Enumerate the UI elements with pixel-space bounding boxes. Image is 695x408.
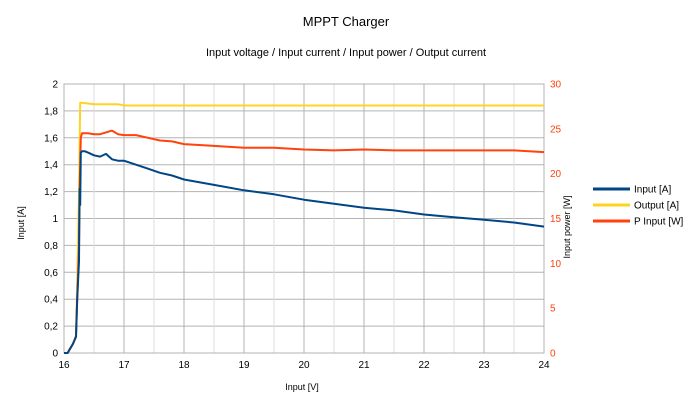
y-right-tick-label: 0 [550, 349, 556, 360]
x-tick-label: 19 [238, 360, 250, 371]
x-tick-label: 22 [418, 360, 430, 371]
legend-label-2: P Input [W] [634, 217, 684, 228]
x-tick-label: 24 [538, 360, 550, 371]
x-tick-label: 20 [298, 360, 310, 371]
y-left-tick-label: 0,6 [44, 268, 58, 279]
y-right-tick-label: 15 [550, 214, 562, 225]
y-left-tick-label: 0,4 [44, 295, 58, 306]
legend: Input [A] Output [A] P Input [W] [593, 185, 684, 228]
axis-ticks: 0 0,2 0,4 0,6 0,8 1 1,2 1,4 1,6 1,8 2 16 17 18 19 20 21 2… [44, 80, 561, 372]
plot-area [63, 83, 545, 354]
series-lines [64, 101, 545, 354]
chart-subtitle: Input voltage / Input current / Input po… [206, 47, 486, 59]
x-axis-label: Input [V] [285, 382, 319, 392]
y-right-tick-label: 5 [550, 304, 556, 315]
y-left-tick-label: 1,6 [44, 133, 58, 144]
x-tick-label: 18 [178, 360, 190, 371]
x-tick-label: 23 [478, 360, 490, 371]
series-line-0 [64, 150, 545, 354]
x-tick-label: 21 [358, 360, 370, 371]
x-tick-label: 17 [118, 360, 130, 371]
y-left-tick-label: 1,8 [44, 106, 58, 117]
y-right-tick-label: 20 [550, 169, 562, 180]
y-right-axis-label: Input power [W] [562, 195, 572, 258]
y-left-tick-label: 1,4 [44, 160, 58, 171]
y-left-tick-label: 0 [52, 349, 58, 360]
y-left-tick-label: 1 [52, 214, 58, 225]
y-left-tick-label: 0,8 [44, 241, 58, 252]
chart-title: MPPT Charger [303, 14, 390, 29]
y-left-tick-label: 2 [52, 80, 58, 91]
y-left-axis-label: Input [A] [16, 206, 26, 240]
y-left-tick-label: 0,2 [44, 322, 58, 333]
y-left-tick-label: 1,2 [44, 187, 58, 198]
x-tick-label: 16 [58, 360, 70, 371]
y-right-tick-label: 30 [550, 80, 562, 91]
y-right-tick-label: 25 [550, 124, 562, 135]
legend-label-0: Input [A] [634, 185, 671, 196]
legend-label-1: Output [A] [634, 201, 679, 212]
y-right-tick-label: 10 [550, 259, 562, 270]
